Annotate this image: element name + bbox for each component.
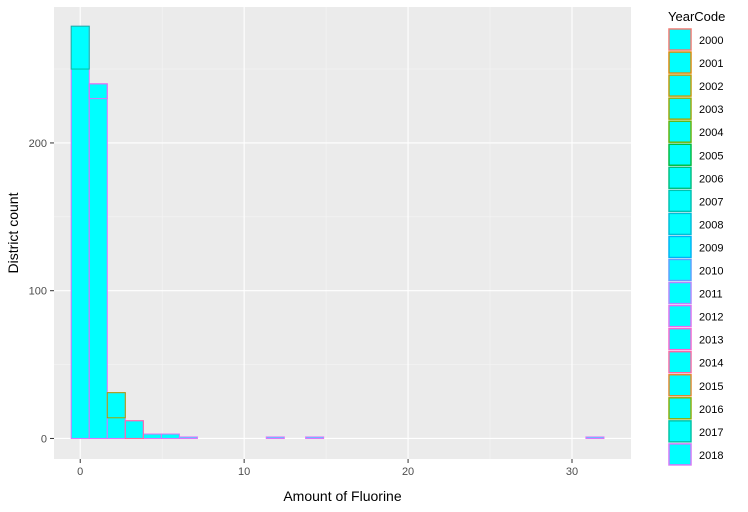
bar-segment [70, 25, 90, 70]
histogram-bar [70, 25, 90, 439]
x-tick-label: 20 [402, 466, 414, 478]
y-tick-label: 200 [29, 138, 47, 150]
histogram-bar [305, 436, 325, 439]
legend-key [668, 97, 692, 120]
legend-key [668, 443, 692, 466]
bar-segment [88, 83, 108, 100]
legend-label: 2015 [699, 381, 723, 393]
histogram-bar [106, 392, 126, 439]
legend-key [668, 397, 692, 420]
legend-key [668, 74, 692, 97]
legend-label: 2006 [699, 173, 723, 185]
legend-label: 2011 [699, 289, 723, 301]
legend-key [668, 143, 692, 166]
x-axis-title: Amount of Fluorine [283, 488, 401, 504]
legend-key [668, 189, 692, 213]
legend-key [668, 166, 692, 190]
histogram-bar [585, 436, 605, 439]
legend-key [668, 281, 692, 305]
legend-label: 2002 [699, 81, 723, 93]
y-axis-title: District count [5, 192, 21, 273]
histogram-bar [142, 433, 162, 439]
bars-layer [70, 25, 605, 439]
legend-label: 2016 [699, 404, 723, 416]
bar-segment [124, 420, 144, 439]
histogram-bar [88, 83, 108, 439]
legend-key [668, 327, 692, 351]
legend-label: 2000 [699, 35, 723, 47]
legend-label: 2001 [699, 58, 723, 70]
histogram-bar [265, 436, 285, 439]
legend-key [668, 235, 692, 259]
legend: YearCode 2000 2001 2002 2003 2004 2005 2006 200… [668, 9, 725, 466]
legend-label: 2012 [699, 312, 723, 324]
legend-key [668, 120, 692, 143]
legend-title: YearCode [668, 9, 725, 24]
legend-key [668, 212, 692, 236]
bar-segment [106, 392, 126, 419]
axes-layer: 0 10 20 30 0 100 200 [29, 138, 578, 478]
legend-label: 2014 [699, 358, 723, 370]
legend-label: 2007 [699, 196, 723, 208]
y-tick-label: 0 [41, 433, 47, 445]
legend-label: 2010 [699, 266, 723, 278]
plot-background [54, 7, 631, 459]
legend-label: 2003 [699, 104, 723, 116]
legend-label: 2004 [699, 127, 723, 139]
legend-label: 2009 [699, 242, 723, 254]
x-tick-label: 0 [77, 466, 83, 478]
histogram-bar [160, 433, 180, 439]
legend-key [668, 351, 692, 374]
legend-label: 2013 [699, 335, 723, 347]
legend-key [668, 304, 692, 328]
legend-label: 2008 [699, 219, 723, 231]
legend-label: 2018 [699, 450, 723, 462]
x-tick-label: 10 [238, 466, 250, 478]
legend-key [668, 51, 692, 74]
legend-label: 2017 [699, 427, 723, 439]
histogram-bar [178, 436, 198, 439]
legend-key [668, 374, 692, 397]
legend-key [668, 258, 692, 282]
legend-key [668, 420, 692, 443]
legend-key [668, 28, 692, 51]
y-tick-label: 100 [29, 286, 47, 298]
legend-label: 2005 [699, 150, 723, 162]
grid-minor [54, 7, 631, 459]
x-tick-label: 30 [566, 466, 578, 478]
histogram-bar [124, 420, 144, 439]
